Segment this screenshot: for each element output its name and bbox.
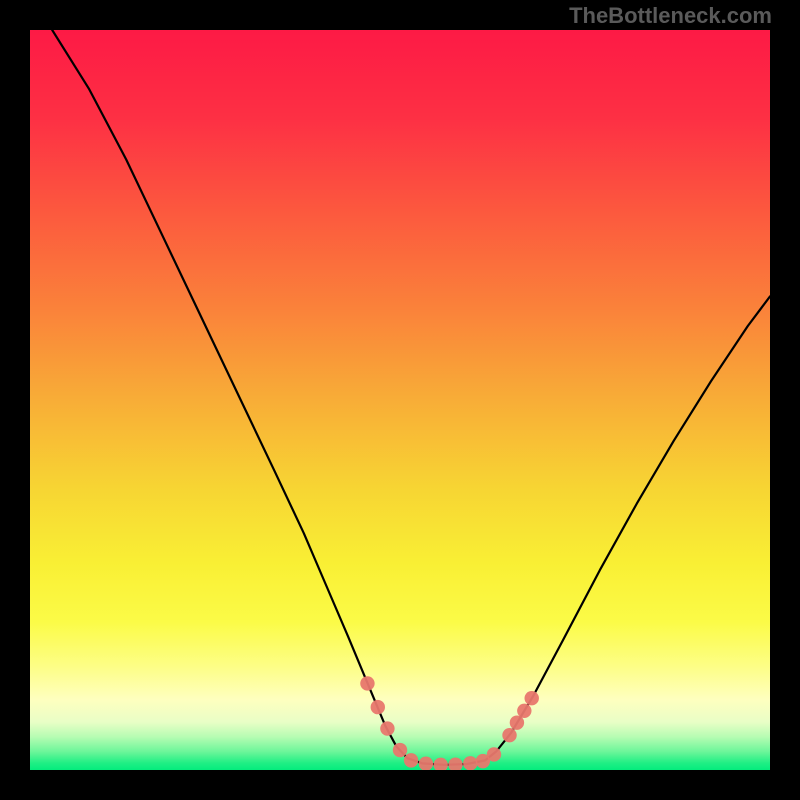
marker-dot — [502, 728, 516, 742]
watermark-text: TheBottleneck.com — [569, 3, 772, 29]
marker-dot — [419, 757, 433, 770]
marker-dot — [448, 757, 462, 770]
marker-dot — [360, 676, 374, 690]
marker-dot — [393, 743, 407, 757]
marker-dot — [434, 758, 448, 770]
marker-dot — [517, 704, 531, 718]
marker-group — [360, 676, 539, 770]
marker-dot — [371, 700, 385, 714]
marker-dot — [487, 747, 501, 761]
chart-svg — [30, 30, 770, 770]
bottleneck-curve — [52, 30, 770, 765]
marker-dot — [525, 691, 539, 705]
marker-dot — [380, 721, 394, 735]
plot-area — [30, 30, 770, 770]
marker-dot — [463, 756, 477, 770]
marker-dot — [404, 753, 418, 767]
